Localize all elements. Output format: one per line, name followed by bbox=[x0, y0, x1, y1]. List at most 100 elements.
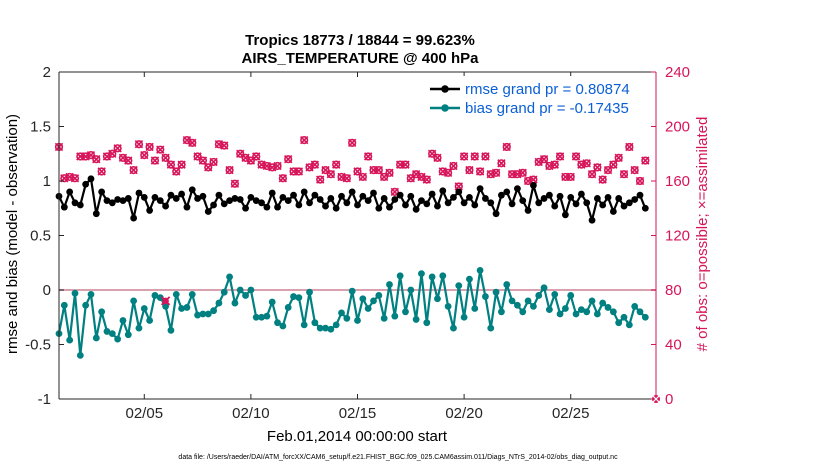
bias-point bbox=[492, 288, 500, 296]
bias-point bbox=[609, 308, 617, 316]
bias-point bbox=[322, 324, 329, 332]
bias-point bbox=[631, 302, 639, 310]
rmse-point bbox=[466, 193, 473, 201]
bias-point bbox=[375, 292, 383, 299]
obs-possible-marker bbox=[609, 160, 618, 169]
obs-possible-marker bbox=[406, 174, 415, 183]
rmse-point bbox=[172, 195, 180, 202]
rmse-point bbox=[199, 192, 207, 200]
obs-possible-marker bbox=[502, 142, 511, 152]
bias-point bbox=[599, 299, 607, 307]
obs-assimilated-marker bbox=[598, 175, 607, 184]
rmse-point bbox=[530, 181, 537, 189]
bias-point bbox=[204, 310, 212, 318]
bias-point bbox=[140, 305, 148, 312]
bias-point bbox=[172, 290, 180, 298]
bias-point bbox=[82, 301, 90, 309]
rmse-point bbox=[396, 191, 404, 199]
obs-possible-marker bbox=[593, 163, 602, 172]
obs-possible-marker bbox=[150, 156, 160, 165]
obs-possible-marker bbox=[641, 156, 650, 165]
obs-assimilated-marker bbox=[300, 135, 309, 145]
bias-point bbox=[231, 299, 239, 307]
bias-point bbox=[311, 319, 319, 327]
bias-point bbox=[588, 297, 596, 305]
bias-point bbox=[279, 322, 287, 330]
obs-possible-marker bbox=[177, 160, 186, 169]
bias-point bbox=[130, 297, 138, 305]
rmse-point bbox=[92, 210, 100, 218]
bias-point bbox=[412, 316, 420, 323]
rmse-point bbox=[498, 191, 505, 199]
obs-possible-marker bbox=[246, 156, 255, 165]
obs-assimilated-marker bbox=[422, 175, 431, 184]
obs-assimilated-marker bbox=[166, 160, 176, 169]
y-axis-label-right: # of obs: o=possible; ×=assimilated bbox=[694, 117, 711, 352]
rmse-point bbox=[130, 214, 138, 222]
bias-point bbox=[418, 270, 425, 278]
obs-possible-marker bbox=[385, 168, 394, 177]
obs-possible-marker bbox=[566, 172, 575, 182]
legend-bias-label: bias grand pr = -0.17435 bbox=[465, 100, 629, 117]
bias-point bbox=[146, 317, 154, 324]
bias-point bbox=[151, 292, 159, 299]
obs-possible-marker bbox=[209, 157, 218, 167]
bias-point bbox=[466, 275, 473, 283]
y-tick-label-left: -1 bbox=[38, 391, 51, 408]
rmse-point bbox=[641, 204, 649, 212]
bias-point bbox=[455, 282, 463, 290]
rmse-point bbox=[66, 188, 74, 196]
rmse-point bbox=[503, 188, 511, 196]
bias-point bbox=[92, 334, 100, 342]
rmse-point bbox=[300, 188, 308, 196]
y-tick-label-left: 1 bbox=[43, 173, 51, 190]
rmse-point bbox=[348, 188, 356, 196]
obs-assimilated-marker bbox=[587, 170, 597, 179]
y-tick-label-left: 0.5 bbox=[30, 228, 51, 245]
rmse-point bbox=[359, 192, 367, 200]
obs-possible-marker bbox=[587, 170, 597, 179]
rmse-point bbox=[343, 199, 351, 207]
obs-possible-marker bbox=[284, 155, 293, 164]
rmse-point bbox=[236, 196, 244, 203]
obs-possible-marker bbox=[92, 155, 101, 164]
rmse-point bbox=[252, 197, 260, 205]
obs-assimilated-marker bbox=[230, 179, 240, 188]
obs-possible-marker bbox=[401, 160, 410, 169]
obs-assimilated-marker bbox=[470, 152, 479, 161]
obs-assimilated-marker bbox=[571, 152, 581, 161]
obs-assimilated-marker bbox=[593, 163, 602, 172]
obs-possible-marker bbox=[353, 167, 362, 176]
obs-assimilated-marker bbox=[630, 165, 639, 175]
obs-possible-marker bbox=[614, 153, 623, 162]
bias-point bbox=[370, 297, 377, 305]
obs-possible-marker bbox=[460, 152, 469, 161]
bias-point bbox=[135, 324, 143, 332]
obs-assimilated-marker bbox=[172, 167, 181, 176]
obs-possible-marker bbox=[252, 152, 261, 161]
y-tick-label-left: -0.5 bbox=[25, 337, 51, 354]
bias-point bbox=[71, 289, 79, 297]
obs-assimilated-marker bbox=[497, 159, 506, 168]
obs-possible-marker bbox=[134, 140, 144, 149]
rmse-point bbox=[599, 201, 607, 209]
bias-point bbox=[108, 330, 116, 337]
rmse-point bbox=[460, 199, 468, 207]
x-tick-label: 02/20 bbox=[445, 405, 483, 422]
rmse-point bbox=[290, 191, 297, 199]
obs-assimilated-marker bbox=[92, 155, 101, 164]
bias-point bbox=[306, 288, 313, 296]
bias-point bbox=[471, 305, 479, 312]
bias-point bbox=[556, 310, 564, 318]
bias-point bbox=[300, 321, 308, 329]
y-tick-label-right: 240 bbox=[665, 64, 690, 81]
bias-point bbox=[188, 290, 196, 298]
rmse-point bbox=[567, 193, 575, 201]
bias-point bbox=[380, 314, 388, 322]
obs-possible-marker bbox=[422, 175, 431, 184]
rmse-point bbox=[625, 199, 633, 207]
bias-point bbox=[220, 288, 228, 296]
x-axis-label: Feb.01,2014 00:00:00 start bbox=[267, 428, 448, 445]
obs-possible-marker bbox=[124, 156, 133, 165]
obs-assimilated-marker bbox=[641, 156, 650, 165]
